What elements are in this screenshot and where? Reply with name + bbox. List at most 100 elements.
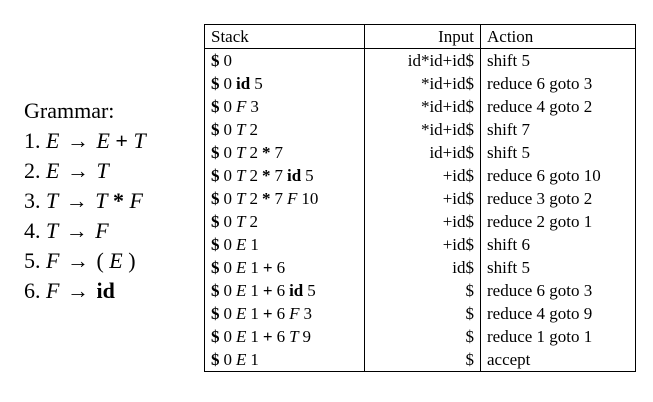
grammar-panel: Grammar: 1. E → E + T 2. E → T 3. T → T * …	[24, 96, 146, 306]
stack-symbol: *	[261, 143, 271, 162]
action-cell: reduce 6 goto 3	[480, 72, 636, 95]
table-row: $0 E 1 +6 id$ shift 5	[204, 256, 636, 279]
nonterminal-symbol: F	[95, 218, 109, 243]
action-cell: shift 6	[480, 233, 636, 256]
arrow-symbol: →	[65, 218, 88, 243]
table-row: $0 E 1 +6 F 3 $ reduce 4 goto 9	[204, 302, 636, 325]
stack-symbol: E	[236, 304, 247, 323]
stack-symbol: 6	[276, 281, 286, 300]
table-row: $0 id 5 *id+id$ reduce 6 goto 3	[204, 72, 636, 95]
nonterminal-symbol: F	[129, 188, 143, 213]
table-row: $0 E 1 +6 id 5 $ reduce 6 goto 3	[204, 279, 636, 302]
nonterminal-symbol: E	[46, 128, 60, 153]
input-cell: *id+id$	[364, 118, 481, 141]
table-row: $0 E 1 +id$ shift 6	[204, 233, 636, 256]
stack-symbol: 0	[223, 97, 233, 116]
stack-symbol: 7	[274, 189, 283, 208]
stack-symbol: 3	[250, 97, 259, 116]
stack-symbol: $	[211, 166, 220, 185]
stack-symbol: $	[211, 97, 220, 116]
stack-symbol: 2	[249, 212, 258, 231]
stack-symbol: id	[286, 166, 302, 185]
nonterminal-symbol: T	[46, 218, 59, 243]
nonterminal-symbol: E	[109, 248, 123, 273]
stack-symbol: 9	[302, 327, 312, 346]
stack-symbol: 0	[223, 51, 233, 70]
input-cell: *id+id$	[364, 95, 481, 118]
stack-cell: $0 E 1 +6 id 5	[204, 279, 365, 302]
stack-symbol: 2	[249, 166, 258, 185]
stack-symbol: id	[236, 74, 251, 93]
action-cell: reduce 2 goto 1	[480, 210, 636, 233]
stack-symbol: +	[262, 258, 273, 277]
stack-symbol: T	[289, 327, 299, 346]
stack-symbol: F	[289, 304, 300, 323]
stack-symbol: 2	[249, 189, 258, 208]
stack-symbol: 0	[223, 189, 233, 208]
nonterminal-symbol: F	[46, 248, 60, 273]
action-cell: shift 5	[480, 48, 636, 72]
action-cell: reduce 1 goto 1	[480, 325, 636, 348]
arrow-symbol: →	[66, 248, 89, 273]
table-row: $0 F 3 *id+id$ reduce 4 goto 2	[204, 95, 636, 118]
stack-cell: $0 T 2	[204, 118, 365, 141]
stack-symbol: 5	[254, 74, 263, 93]
stack-symbol: 0	[223, 350, 233, 369]
table-row: $0 T 2 * 7 id+id$ shift 5	[204, 141, 636, 164]
grammar-rule: 4. T → F	[24, 216, 146, 246]
table-row: $0 id*id+id$ shift 5	[204, 48, 636, 72]
stack-symbol: T	[236, 120, 246, 139]
input-cell: +id$	[364, 233, 481, 256]
stack-symbol: T	[236, 166, 246, 185]
action-cell: reduce 4 goto 2	[480, 95, 636, 118]
stack-symbol: E	[236, 235, 247, 254]
stack-symbol: $	[211, 235, 220, 254]
input-cell: *id+id$	[364, 72, 481, 95]
stack-symbol: 7	[274, 166, 283, 185]
action-cell: reduce 6 goto 3	[480, 279, 636, 302]
stack-cell: $0 T 2 * 7	[204, 141, 365, 164]
stack-header: Stack	[204, 24, 365, 49]
stack-symbol: 5	[307, 281, 316, 300]
action-cell: shift 7	[480, 118, 636, 141]
arrow-symbol: →	[66, 158, 89, 183]
stack-symbol: 0	[223, 304, 233, 323]
table-row: $0 E 1 $ accept	[204, 348, 636, 372]
stack-symbol: $	[211, 258, 220, 277]
stack-symbol: +	[262, 304, 273, 323]
stack-symbol: 10	[301, 189, 319, 208]
stack-symbol: 1	[250, 304, 259, 323]
stack-cell: $0	[204, 48, 365, 72]
action-cell: reduce 6 goto 10	[480, 164, 636, 187]
stack-cell: $0 T 2	[204, 210, 365, 233]
nonterminal-symbol: E	[96, 128, 110, 153]
stack-symbol: E	[236, 350, 247, 369]
stack-symbol: F	[286, 189, 298, 208]
stack-symbol: $	[211, 189, 220, 208]
stack-symbol: 0	[223, 143, 233, 162]
stack-symbol: 6	[276, 258, 286, 277]
stack-symbol: 1	[250, 235, 259, 254]
stack-cell: $0 E 1 +6 T 9	[204, 325, 365, 348]
stack-cell: $0 T 2 * 7 F 10	[204, 187, 365, 210]
stack-symbol: 0	[223, 166, 233, 185]
stack-cell: $0 T 2 * 7 id 5	[204, 164, 365, 187]
stack-symbol: E	[236, 327, 247, 346]
stack-symbol: E	[236, 258, 247, 277]
input-cell: +id$	[364, 210, 481, 233]
input-header: Input	[364, 24, 481, 49]
input-cell: id*id+id$	[364, 48, 481, 72]
stack-symbol: 0	[223, 235, 233, 254]
table-row: $0 T 2 * 7 F 10 +id$ reduce 3 goto 2	[204, 187, 636, 210]
stack-symbol: 6	[276, 327, 286, 346]
stack-symbol: 0	[223, 258, 233, 277]
stack-symbol: +	[262, 327, 273, 346]
stack-symbol: T	[236, 212, 246, 231]
rule-number: 2.	[24, 158, 41, 183]
stack-symbol: 2	[249, 120, 258, 139]
grammar-rule: 2. E → T	[24, 156, 146, 186]
stack-symbol: 2	[249, 143, 258, 162]
rule-number: 5.	[24, 248, 41, 273]
action-cell: reduce 3 goto 2	[480, 187, 636, 210]
stack-symbol: E	[236, 281, 247, 300]
